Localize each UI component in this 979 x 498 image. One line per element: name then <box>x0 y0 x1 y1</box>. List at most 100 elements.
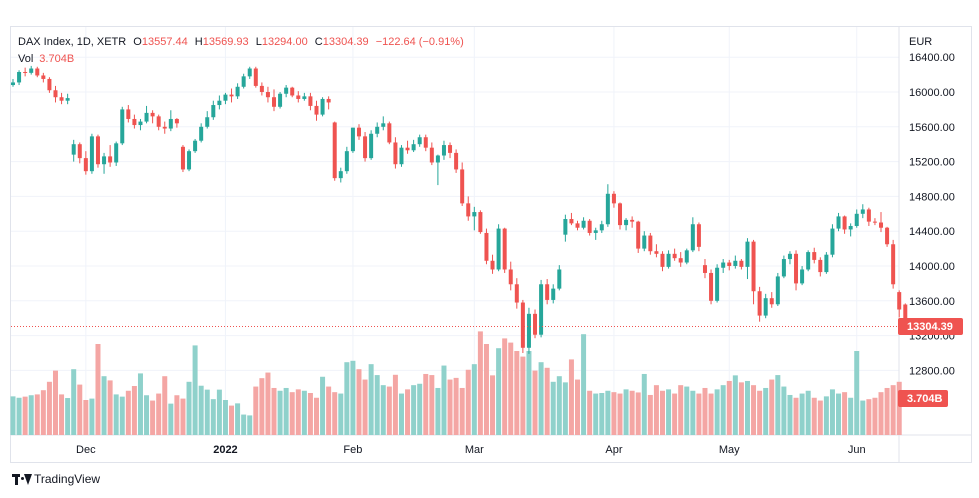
candle <box>709 269 714 305</box>
tradingview-branding[interactable]: TradingView <box>12 472 100 486</box>
volume-bar <box>137 373 143 435</box>
candle-body <box>302 96 307 99</box>
volume-label: Vol <box>18 53 34 65</box>
volume-bar <box>277 390 283 435</box>
volume-bar <box>744 380 750 435</box>
time-axis[interactable]: Dec 2022 Feb Mar Apr May Jun <box>76 444 866 456</box>
candle <box>180 145 185 173</box>
candle-body <box>156 116 161 127</box>
candle <box>484 228 489 265</box>
candle-body <box>709 272 714 301</box>
volume-bar <box>180 398 186 435</box>
candle <box>35 66 40 78</box>
volume-bar <box>593 393 599 435</box>
volume-bar <box>544 367 550 435</box>
volume-bar <box>441 365 447 435</box>
candle <box>502 227 507 273</box>
volume-bar <box>356 369 362 435</box>
price-badge-bg <box>898 318 963 335</box>
candle <box>624 218 629 231</box>
candle <box>278 92 283 109</box>
candle <box>399 145 404 167</box>
volume-bar <box>150 400 156 435</box>
volume-bar <box>398 393 404 435</box>
volume-bar <box>502 338 508 435</box>
candle-body <box>484 232 489 261</box>
candle-body <box>769 298 774 305</box>
candle-body <box>411 144 416 151</box>
candle <box>95 134 100 168</box>
volume-bar <box>629 390 635 435</box>
candle-body <box>630 219 635 222</box>
volume-bar <box>362 379 368 435</box>
candle-body <box>53 90 58 98</box>
volume-bar <box>34 394 40 435</box>
candle <box>11 78 15 87</box>
candle <box>71 139 76 162</box>
candle <box>800 266 805 286</box>
volume-bar <box>848 397 854 435</box>
volume-bar <box>95 344 101 435</box>
volume-bar <box>653 385 659 435</box>
volume-bar <box>556 376 562 435</box>
close-value: 13304.39 <box>322 36 369 48</box>
candle-body <box>356 127 361 137</box>
candle-body <box>259 85 264 92</box>
volume-bar <box>198 385 204 435</box>
candle <box>872 218 877 226</box>
candle <box>533 309 538 339</box>
volume-bar <box>538 362 544 435</box>
candle <box>65 93 70 105</box>
volume-bar <box>411 385 417 435</box>
candle <box>526 307 531 354</box>
candle <box>120 106 125 146</box>
candle-body <box>879 222 884 228</box>
x-tick-label: Mar <box>465 444 484 456</box>
candle-body <box>290 87 295 96</box>
chart-frame <box>10 26 972 463</box>
volume-bar <box>332 392 338 435</box>
candle <box>375 122 380 138</box>
volume-bar <box>459 387 465 435</box>
volume-bar <box>483 344 489 435</box>
volume-bar <box>423 373 429 435</box>
candle <box>235 83 240 99</box>
volume-bar <box>866 399 872 435</box>
volume-bar <box>386 386 392 435</box>
candle-body <box>59 97 64 101</box>
candle-body <box>745 241 750 267</box>
candle-body <box>557 269 562 289</box>
candle-body <box>690 224 695 251</box>
volume-bar <box>210 399 216 435</box>
candle <box>241 73 246 89</box>
candle-body <box>17 71 22 83</box>
candle-body <box>460 169 465 204</box>
price-axis[interactable]: 16400.00 16000.00 15600.00 15200.00 14800.00… <box>909 52 955 377</box>
candle <box>587 219 592 236</box>
candle <box>885 226 890 247</box>
candle-body <box>205 117 210 127</box>
candle-body <box>551 288 556 300</box>
candle-body <box>369 133 374 159</box>
volume-bar <box>453 377 459 435</box>
volume-bars <box>10 331 902 435</box>
candle-body <box>126 109 131 119</box>
candle <box>593 227 598 240</box>
candle <box>897 290 902 318</box>
high-label: H <box>194 36 203 48</box>
candle <box>205 111 210 129</box>
volume-bar <box>562 382 568 435</box>
volume-bar <box>301 390 307 435</box>
volume-bar <box>465 369 471 435</box>
candle <box>114 141 119 166</box>
candle <box>775 272 780 307</box>
candle-body <box>872 221 877 223</box>
candle <box>356 124 361 140</box>
candle-body <box>605 193 610 225</box>
candle <box>636 220 641 253</box>
currency-label[interactable]: EUR <box>909 36 933 48</box>
candle <box>423 134 428 152</box>
candle-body <box>563 219 568 235</box>
candle-body <box>514 284 519 303</box>
